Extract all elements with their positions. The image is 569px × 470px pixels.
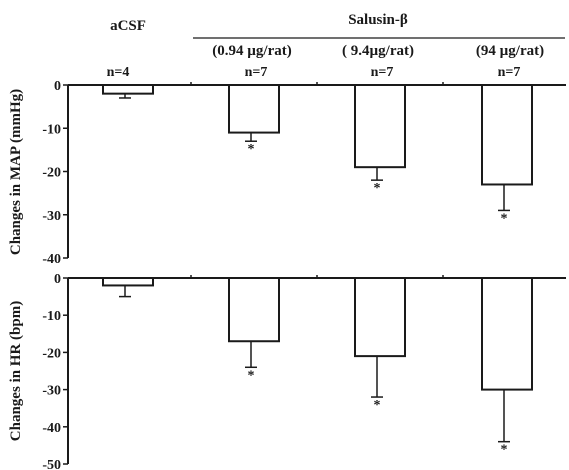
n-label: n=7 [245, 65, 268, 80]
bar [102, 277, 154, 287]
y-tick-label: 0 [54, 272, 61, 287]
bar [481, 277, 533, 391]
y-tick-label: -40 [42, 421, 61, 436]
significance-marker: * [374, 398, 381, 413]
significance-marker: * [248, 368, 255, 383]
bar [481, 84, 533, 186]
n-label: n=4 [107, 65, 130, 80]
header-control-label: aCSF [110, 18, 146, 34]
y-tick-label: -10 [42, 309, 61, 324]
n-label: n=7 [498, 65, 521, 80]
dose-label-1: (0.94 µg/rat) [212, 43, 291, 59]
bar [228, 277, 280, 343]
significance-marker: * [501, 211, 508, 226]
y-tick-label: -40 [42, 252, 61, 267]
significance-marker: * [374, 181, 381, 196]
hr-panel: 0 -10 -20 -30 -40 -50 Changes in HR (bpm) * * * [8, 272, 566, 470]
y-tick-label: -20 [42, 346, 61, 361]
bar [228, 84, 280, 134]
header-group-label: Salusin-β [348, 12, 408, 28]
y-axis-label: Changes in MAP (mmHg) [8, 89, 24, 255]
significance-marker: * [501, 443, 508, 458]
y-tick-label: -10 [42, 122, 61, 137]
y-tick-label: -20 [42, 166, 61, 181]
y-tick-label: -30 [42, 384, 61, 399]
bar [354, 277, 406, 358]
dose-label-2: ( 9.4µg/rat) [342, 43, 414, 59]
bar [102, 84, 154, 95]
y-tick-label: 0 [54, 79, 61, 94]
y-axis-label: Changes in HR (bpm) [8, 301, 24, 441]
dose-label-3: (94 µg/rat) [476, 43, 544, 59]
map-panel: 0 -10 -20 -30 -40 Changes in MAP (mmHg) n=4 * n=… [8, 65, 566, 267]
bar [354, 84, 406, 169]
y-tick-label: -30 [42, 209, 61, 224]
y-tick-label: -50 [42, 458, 61, 470]
significance-marker: * [248, 142, 255, 157]
n-label: n=7 [371, 65, 394, 80]
